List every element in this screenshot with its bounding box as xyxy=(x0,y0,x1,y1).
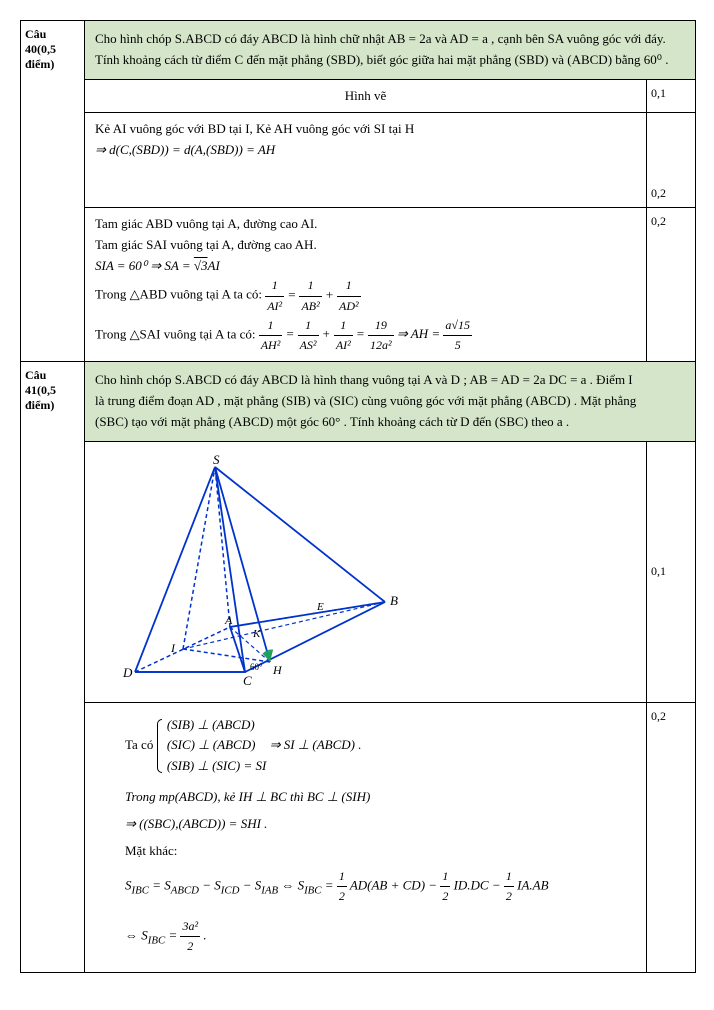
q40-row3-score: 0,2 xyxy=(647,208,695,361)
frac-den: AB² xyxy=(299,297,321,316)
frac-num: 1 xyxy=(337,276,361,296)
q41-l2: Trong mp(ABCD), kẻ IH ⊥ BC thì BC ⊥ (SIH… xyxy=(125,787,636,808)
frac-num: 1 xyxy=(259,316,283,336)
frac-den: 2 xyxy=(440,887,450,906)
frac-num: 1 xyxy=(337,867,347,887)
frac-num: 1 xyxy=(299,276,321,296)
q40-row3-l4a: Trong △ABD vuông tại A ta có: xyxy=(95,287,265,302)
q40-row2: Kẻ AI vuông góc với BD tại I, Kẻ AH vuôn… xyxy=(85,113,695,208)
sub: ABCD xyxy=(171,885,199,897)
q40-row1: Hình vẽ 0,1 xyxy=(85,80,695,114)
sub: ICD xyxy=(221,885,240,897)
label-k: K xyxy=(252,628,261,640)
label-b: B xyxy=(390,593,398,608)
q40-row1-text: Hình vẽ xyxy=(85,80,647,113)
t: ⇔ S xyxy=(125,927,148,942)
t: ⇔ S xyxy=(281,878,304,893)
q41-sys2: (SIC) ⊥ (ABCD) xyxy=(167,737,256,752)
q41-l3: ⇒ ((SBC),(ABCD)) = SHI . xyxy=(125,814,636,835)
q40-row3-l5res-pre: ⇒ AH = xyxy=(397,326,444,341)
q41-prompt-l3: (SBC) tạo với mặt phẳng (ABCD) một góc 6… xyxy=(95,414,569,429)
t: − S xyxy=(202,878,221,893)
frac-den: 2 xyxy=(180,937,200,956)
frac-den: AI² xyxy=(265,297,284,316)
frac-num: 3a² xyxy=(180,917,200,937)
question-41-row: Câu 41(0,5 điểm) Cho hình chóp S.ABCD có… xyxy=(21,362,695,972)
q41-diagram-score: 0,1 xyxy=(647,442,695,702)
t: − S xyxy=(243,878,262,893)
frac-den: 12a² xyxy=(368,336,394,355)
q41-content: Cho hình chóp S.ABCD có đáy ABCD là hình… xyxy=(85,362,695,972)
pyramid-diagram: S A B C D I H K E 60° xyxy=(95,452,425,692)
q40-row1-score: 0,1 xyxy=(647,80,695,113)
page: Câu 40(0,5 điểm) Cho hình chóp S.ABCD có… xyxy=(20,20,696,973)
frac-den: AS² xyxy=(298,336,319,355)
frac-num: a√15 xyxy=(443,316,472,336)
q40-row3-l1: Tam giác ABD vuông tại A, đường cao AI. xyxy=(95,216,317,231)
frac-den: 2 xyxy=(337,887,347,906)
q41-sys3: (SIB) ⊥ (SIC) = SI xyxy=(167,758,267,773)
q40-row2-l1: Kẻ AI vuông góc với BD tại I, Kẻ AH vuôn… xyxy=(95,121,414,136)
t: AD(AB + CD) − xyxy=(350,878,440,893)
frac-num: 19 xyxy=(368,316,394,336)
q40-row3-l3c: AI xyxy=(208,258,220,273)
q41-row2-main: Ta có (SIB) ⊥ (ABCD) (SIC) ⊥ (ABCD) (SIB… xyxy=(85,703,647,973)
q40-row3-l2: Tam giác SAI vuông tại A, đường cao AH. xyxy=(95,237,317,252)
label-e: E xyxy=(316,601,324,613)
t: . xyxy=(203,927,206,942)
frac-num: 1 xyxy=(440,867,450,887)
q41-sys-res: ⇒ SI ⊥ (ABCD) . xyxy=(270,737,362,752)
q41-taco: Ta có xyxy=(125,737,153,752)
label-d: D xyxy=(122,665,133,680)
t: = xyxy=(325,878,337,893)
frac-den: 2 xyxy=(504,887,514,906)
sub: IBC xyxy=(304,885,321,897)
q41-row2-score: 0,2 xyxy=(647,703,695,973)
q40-label: Câu 40(0,5 điểm) xyxy=(21,21,85,361)
frac-den: 5 xyxy=(443,336,472,355)
q40-row2-l2: ⇒ d(C,(SBD)) = d(A,(SBD)) = AH xyxy=(95,142,275,157)
q41-prompt: Cho hình chóp S.ABCD có đáy ABCD là hình… xyxy=(85,362,695,441)
q41-sys1: (SIB) ⊥ (ABCD) xyxy=(167,717,255,732)
q41-diagram-row: S A B C D I H K E 60° 0,1 xyxy=(85,442,695,703)
label-s: S xyxy=(213,452,220,467)
label-h: H xyxy=(272,663,283,677)
frac-num: 1 xyxy=(334,316,353,336)
t: IA.AB xyxy=(517,878,548,893)
q40-prompt: Cho hình chóp S.ABCD có đáy ABCD là hình… xyxy=(85,21,695,80)
q40-row3-main: Tam giác ABD vuông tại A, đường cao AI. … xyxy=(85,208,647,361)
frac-num: 1 xyxy=(298,316,319,336)
q40-prompt-l2: Tính khoảng cách từ điểm C đến mặt phẳng… xyxy=(95,52,669,67)
t: = xyxy=(168,927,180,942)
q41-row2: Ta có (SIB) ⊥ (ABCD) (SIC) ⊥ (ABCD) (SIB… xyxy=(85,703,695,973)
q41-l4: Mặt khác: xyxy=(125,841,636,862)
q40-row2-main: Kẻ AI vuông góc với BD tại I, Kẻ AH vuôn… xyxy=(85,113,647,207)
label-angle: 60° xyxy=(250,662,263,672)
label-a: A xyxy=(224,613,233,627)
label-c: C xyxy=(243,673,252,688)
q41-prompt-l1: Cho hình chóp S.ABCD có đáy ABCD là hình… xyxy=(95,372,633,387)
q40-content: Cho hình chóp S.ABCD có đáy ABCD là hình… xyxy=(85,21,695,361)
t: ID.DC − xyxy=(454,878,504,893)
q40-row3-l3a: SIA = 60⁰ ⇒ SA = xyxy=(95,258,194,273)
frac-den: AH² xyxy=(259,336,283,355)
q41-prompt-l2: là trung điểm đoạn AD , mặt phẳng (SIB) … xyxy=(95,393,636,408)
frac-den: AD² xyxy=(337,297,361,316)
frac-den: AI² xyxy=(334,336,353,355)
t: = S xyxy=(152,878,171,893)
q40-row2-score: 0,2 xyxy=(647,113,695,207)
sub: IAB xyxy=(261,885,278,897)
sub: IBC xyxy=(132,885,149,897)
frac-num: 1 xyxy=(504,867,514,887)
sub: IBC xyxy=(148,934,165,946)
q40-prompt-l1: Cho hình chóp S.ABCD có đáy ABCD là hình… xyxy=(95,31,666,46)
q41-diagram: S A B C D I H K E 60° xyxy=(85,442,647,702)
q40-row3-l5a: Trong △SAI vuông tại A ta có: xyxy=(95,326,259,341)
q40-row3-l3b: √3 xyxy=(194,258,208,273)
q41-label: Câu 41(0,5 điểm) xyxy=(21,362,85,972)
question-40-row: Câu 40(0,5 điểm) Cho hình chóp S.ABCD có… xyxy=(21,21,695,362)
q40-row3: Tam giác ABD vuông tại A, đường cao AI. … xyxy=(85,208,695,361)
frac-num: 1 xyxy=(265,276,284,296)
